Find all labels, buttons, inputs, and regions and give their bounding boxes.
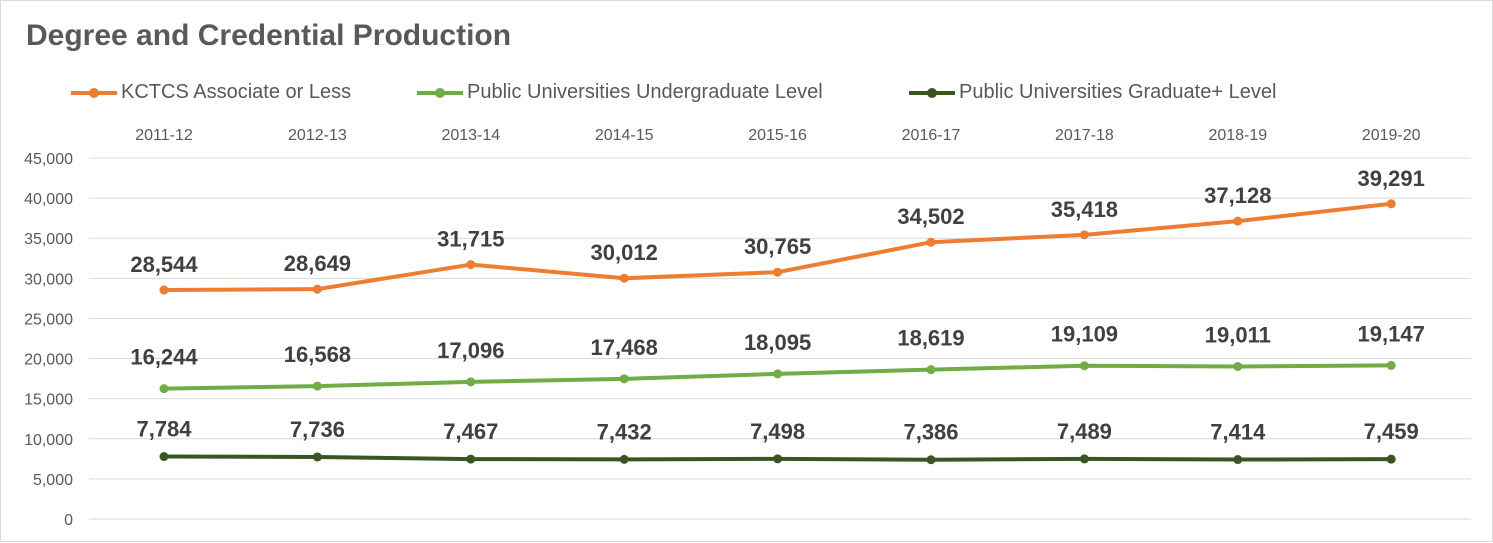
point-2-2 [466,454,476,464]
legend-item-graduate: Public Universities Graduate+ Level [909,81,1276,104]
point-2-8 [1386,454,1396,464]
x-tick-label-2: 2013-14 [441,127,500,144]
point-1-0 [159,384,169,394]
data-label-1-7: 19,011 [1205,322,1271,347]
data-label-2-2: 7,467 [443,419,498,444]
data-label-2-7: 7,414 [1210,420,1266,445]
legend-swatch-kctcs [71,87,117,98]
data-label-2-0: 7,784 [136,417,192,442]
y-tick-label-3: 15,000 [24,392,73,409]
data-label-1-4: 18,095 [744,330,811,355]
point-0-0 [159,285,169,295]
data-label-1-5: 18,619 [897,326,964,351]
point-0-4 [773,267,783,277]
y-tick-label-4: 20,000 [24,352,73,369]
legend-swatch-graduate [909,87,955,98]
y-tick-label-2: 10,000 [24,432,73,449]
data-label-0-1: 28,649 [284,251,351,276]
y-tick-label-7: 35,000 [24,231,73,248]
point-1-8 [1386,360,1396,370]
y-tick-label-6: 30,000 [24,271,73,288]
data-label-0-0: 28,544 [130,252,198,277]
x-tick-label-5: 2016-17 [902,127,961,144]
data-label-1-0: 16,244 [130,345,198,370]
point-2-4 [773,454,783,464]
point-0-8 [1386,199,1396,209]
data-label-0-3: 30,012 [591,240,658,265]
data-label-2-1: 7,736 [290,417,345,442]
point-1-6 [1079,361,1089,371]
data-label-2-3: 7,432 [597,419,652,444]
data-label-2-5: 7,386 [903,420,958,445]
x-tick-label-0: 2011-12 [135,127,193,144]
point-1-2 [466,377,476,387]
legend-label-kctcs: KCTCS Associate or Less [121,81,352,103]
x-tick-label-4: 2015-16 [748,127,807,144]
point-0-2 [466,260,476,270]
y-tick-label-0: 0 [64,512,73,529]
data-label-1-3: 17,468 [591,335,658,360]
point-2-1 [312,452,322,462]
y-tick-label-9: 45,000 [24,151,73,168]
legend-label-undergrad: Public Universities Undergraduate Level [467,81,823,103]
point-1-7 [1233,361,1243,371]
x-tick-label-8: 2019-20 [1362,127,1421,144]
point-0-6 [1079,230,1089,240]
point-1-3 [619,374,629,384]
data-label-1-2: 17,096 [437,338,504,363]
data-label-2-4: 7,498 [750,419,805,444]
y-tick-label-8: 40,000 [24,191,73,208]
y-tick-label-5: 25,000 [24,311,73,328]
point-0-7 [1233,216,1243,226]
data-label-2-8: 7,459 [1364,419,1419,444]
legend-swatch-undergrad [417,87,463,98]
legend-item-undergrad: Public Universities Undergraduate Level [417,81,823,104]
legend-label-graduate: Public Universities Graduate+ Level [959,81,1277,103]
data-label-0-5: 34,502 [897,204,964,229]
point-1-4 [773,369,783,379]
x-tick-label-3: 2014-15 [595,127,654,144]
data-label-0-8: 39,291 [1358,166,1425,191]
legend-item-kctcs: KCTCS Associate or Less [71,81,351,104]
data-label-0-6: 35,418 [1051,197,1118,222]
point-0-5 [926,237,936,247]
data-label-1-8: 19,147 [1358,321,1425,346]
point-2-3 [619,454,629,464]
x-tick-label-1: 2012-13 [288,127,347,144]
point-2-5 [926,455,936,465]
legend: KCTCS Associate or Less Public Universit… [1,81,1493,111]
point-0-1 [312,284,322,294]
data-label-1-6: 19,109 [1051,322,1118,347]
data-label-0-4: 30,765 [744,234,811,259]
point-2-7 [1233,455,1243,465]
x-tick-label-7: 2018-19 [1208,127,1267,144]
chart-title: Degree and Credential Production [26,19,512,52]
point-2-0 [159,452,169,462]
point-0-3 [619,273,629,283]
data-label-2-6: 7,489 [1057,419,1112,444]
point-1-1 [312,381,322,391]
x-tick-label-6: 2017-18 [1055,127,1114,144]
data-label-0-2: 31,715 [437,227,504,252]
y-tick-label-1: 5,000 [33,472,73,489]
data-label-1-1: 16,568 [284,342,351,367]
point-1-5 [926,365,936,375]
data-label-0-7: 37,128 [1204,183,1271,208]
point-2-6 [1079,454,1089,464]
